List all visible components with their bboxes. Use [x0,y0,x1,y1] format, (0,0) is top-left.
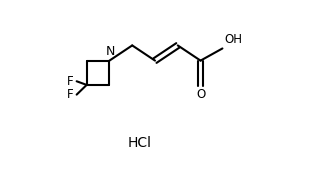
Text: N: N [105,46,115,58]
Text: HCl: HCl [128,136,152,150]
Text: O: O [196,88,205,101]
Text: F: F [67,75,73,88]
Text: OH: OH [224,33,242,46]
Text: F: F [67,88,73,101]
